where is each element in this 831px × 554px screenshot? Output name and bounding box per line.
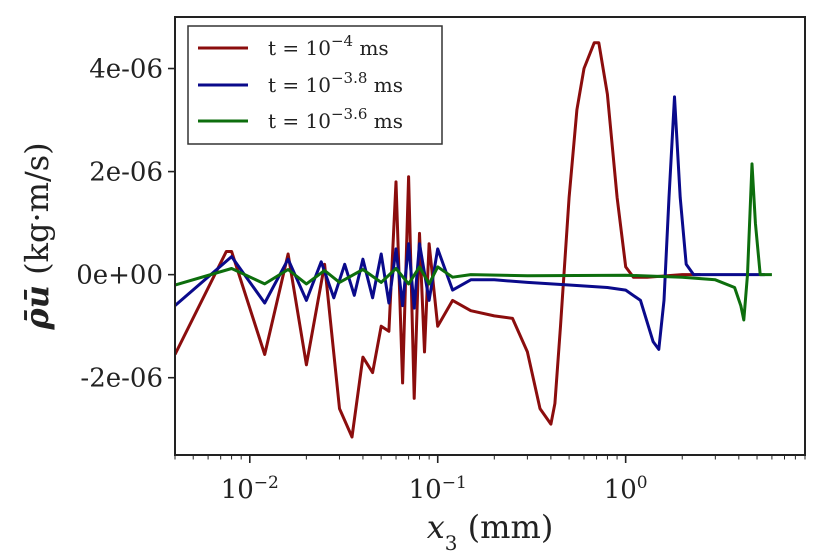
legend-label-series-2: t = 10−3.8 ms [268,69,403,97]
legend-label-series-3: t = 10−3.6 ms [268,105,403,133]
x-tick-label: 10−1 [409,473,467,505]
x-tick-label: 100 [604,473,648,505]
y-tick-label: 0e+00 [76,261,163,291]
x-tick-label: 10−2 [221,473,279,505]
legend-label-series-1: t = 10−4 ms [268,32,389,60]
series-line-1 [175,41,701,439]
series-line-3 [175,162,772,322]
x-axis-label: x3 (mm) [427,508,554,554]
legend: t = 10−4 ms t = 10−3.8 ms t = 10−3.6 ms [187,25,443,145]
y-tick-label: 2e-06 [89,158,163,188]
y-axis-label: ρ̄ū (kg·m/s) [18,142,56,330]
y-tick-label: -2e-06 [80,364,163,394]
plot-frame [174,16,806,456]
y-tick-label: 4e-06 [89,55,163,85]
